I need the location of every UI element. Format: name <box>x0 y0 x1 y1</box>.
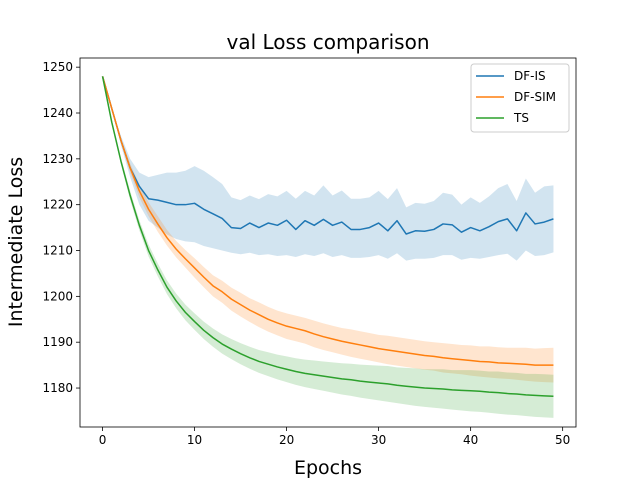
x-tick-label: 20 <box>279 433 294 447</box>
band-df-sim <box>102 76 554 383</box>
chart-title: val Loss comparison <box>226 30 429 54</box>
legend: DF-IS DF-SIM TS <box>470 63 570 133</box>
legend-label-ts: TS <box>513 111 529 125</box>
y-tick-label: 1220 <box>42 198 73 212</box>
legend-label-df-is: DF-IS <box>514 69 546 83</box>
series-lines <box>101 76 554 398</box>
y-tick-label: 1210 <box>42 244 73 258</box>
x-tick-label: 50 <box>555 433 570 447</box>
y-tick-label: 1200 <box>42 289 73 303</box>
series-line-ts <box>101 76 554 398</box>
y-tick-label: 1190 <box>42 335 73 349</box>
x-tick-label: 40 <box>463 433 478 447</box>
y-tick-label: 1250 <box>42 60 73 74</box>
plot-frame <box>79 57 577 428</box>
legend-frame <box>470 63 570 133</box>
x-axis: 0 10 20 30 40 50 <box>99 427 570 447</box>
y-tick-label: 1180 <box>42 381 73 395</box>
y-axis-label: Intermediate Loss <box>5 157 27 327</box>
y-tick-label: 1240 <box>42 106 73 120</box>
legend-label-df-sim: DF-SIM <box>514 90 556 104</box>
series-line-df-sim <box>101 76 554 366</box>
x-tick-label: 0 <box>99 433 107 447</box>
x-axis-label: Epochs <box>294 457 362 479</box>
y-axis: 1180 1190 1200 1210 1220 1230 1240 1250 <box>42 60 80 395</box>
x-tick-label: 10 <box>187 433 202 447</box>
y-tick-label: 1230 <box>42 152 73 166</box>
x-tick-label: 30 <box>371 433 386 447</box>
series-line-df-is <box>101 76 554 235</box>
band-ts <box>102 76 554 418</box>
